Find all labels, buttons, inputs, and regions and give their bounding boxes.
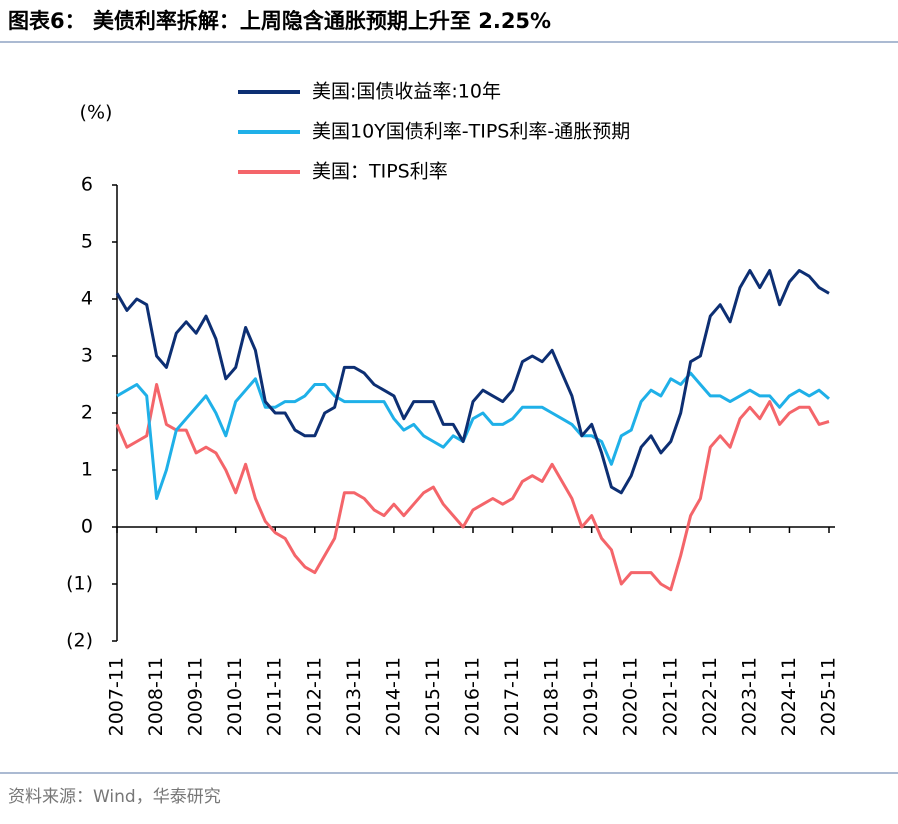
x-tick-label: 2007-11 [106, 657, 128, 736]
x-tick-label: 2008-11 [145, 657, 167, 736]
chart-title: 图表6： 美债利率拆解：上周隐含通胀预期上升至 2.25% [8, 9, 551, 33]
x-tick-label: 2021-11 [659, 657, 681, 736]
x-tick-label: 2011-11 [264, 657, 286, 736]
x-tick-label: 2012-11 [303, 657, 325, 736]
source: 资料来源：Wind，华泰研究 [8, 787, 221, 807]
x-tick-label: 2015-11 [422, 657, 444, 736]
series-line [116, 371, 830, 500]
x-tick-label: 2018-11 [541, 657, 563, 736]
x-tick-label: 2024-11 [778, 657, 800, 736]
y-tick-label: 5 [81, 231, 93, 253]
legend-label: 美国:国债收益率:10年 [312, 81, 501, 103]
y-tick-label: 3 [81, 345, 93, 367]
x-tick-label: 2013-11 [343, 657, 365, 736]
y-tick-label: 6 [81, 174, 93, 196]
x-tick-label: 2016-11 [462, 657, 484, 736]
y-tick-label: 2 [81, 402, 93, 424]
legend-label: 美国：TIPS利率 [312, 161, 448, 183]
x-tick-label: 2025-11 [818, 657, 840, 736]
x-tick-label: 2022-11 [699, 657, 721, 736]
y-tick-label: (2) [66, 630, 93, 652]
x-tick-label: 2020-11 [620, 657, 642, 736]
x-tick-label: 2023-11 [738, 657, 760, 736]
y-tick-label: 1 [81, 459, 93, 481]
y-tick-label: (1) [66, 573, 93, 595]
series-line [115, 383, 830, 592]
x-tick-label: 2009-11 [185, 657, 207, 736]
y-axis-label: (%) [80, 102, 113, 124]
x-tick-label: 2019-11 [580, 657, 602, 736]
y-tick-label: 0 [81, 516, 93, 538]
series-line [115, 269, 830, 495]
x-tick-label: 2017-11 [501, 657, 523, 736]
x-tick-label: 2014-11 [382, 657, 404, 736]
x-tick-label: 2010-11 [224, 657, 246, 736]
legend-label: 美国10Y国债利率-TIPS利率-通胀预期 [312, 121, 630, 143]
y-tick-label: 4 [81, 288, 93, 310]
